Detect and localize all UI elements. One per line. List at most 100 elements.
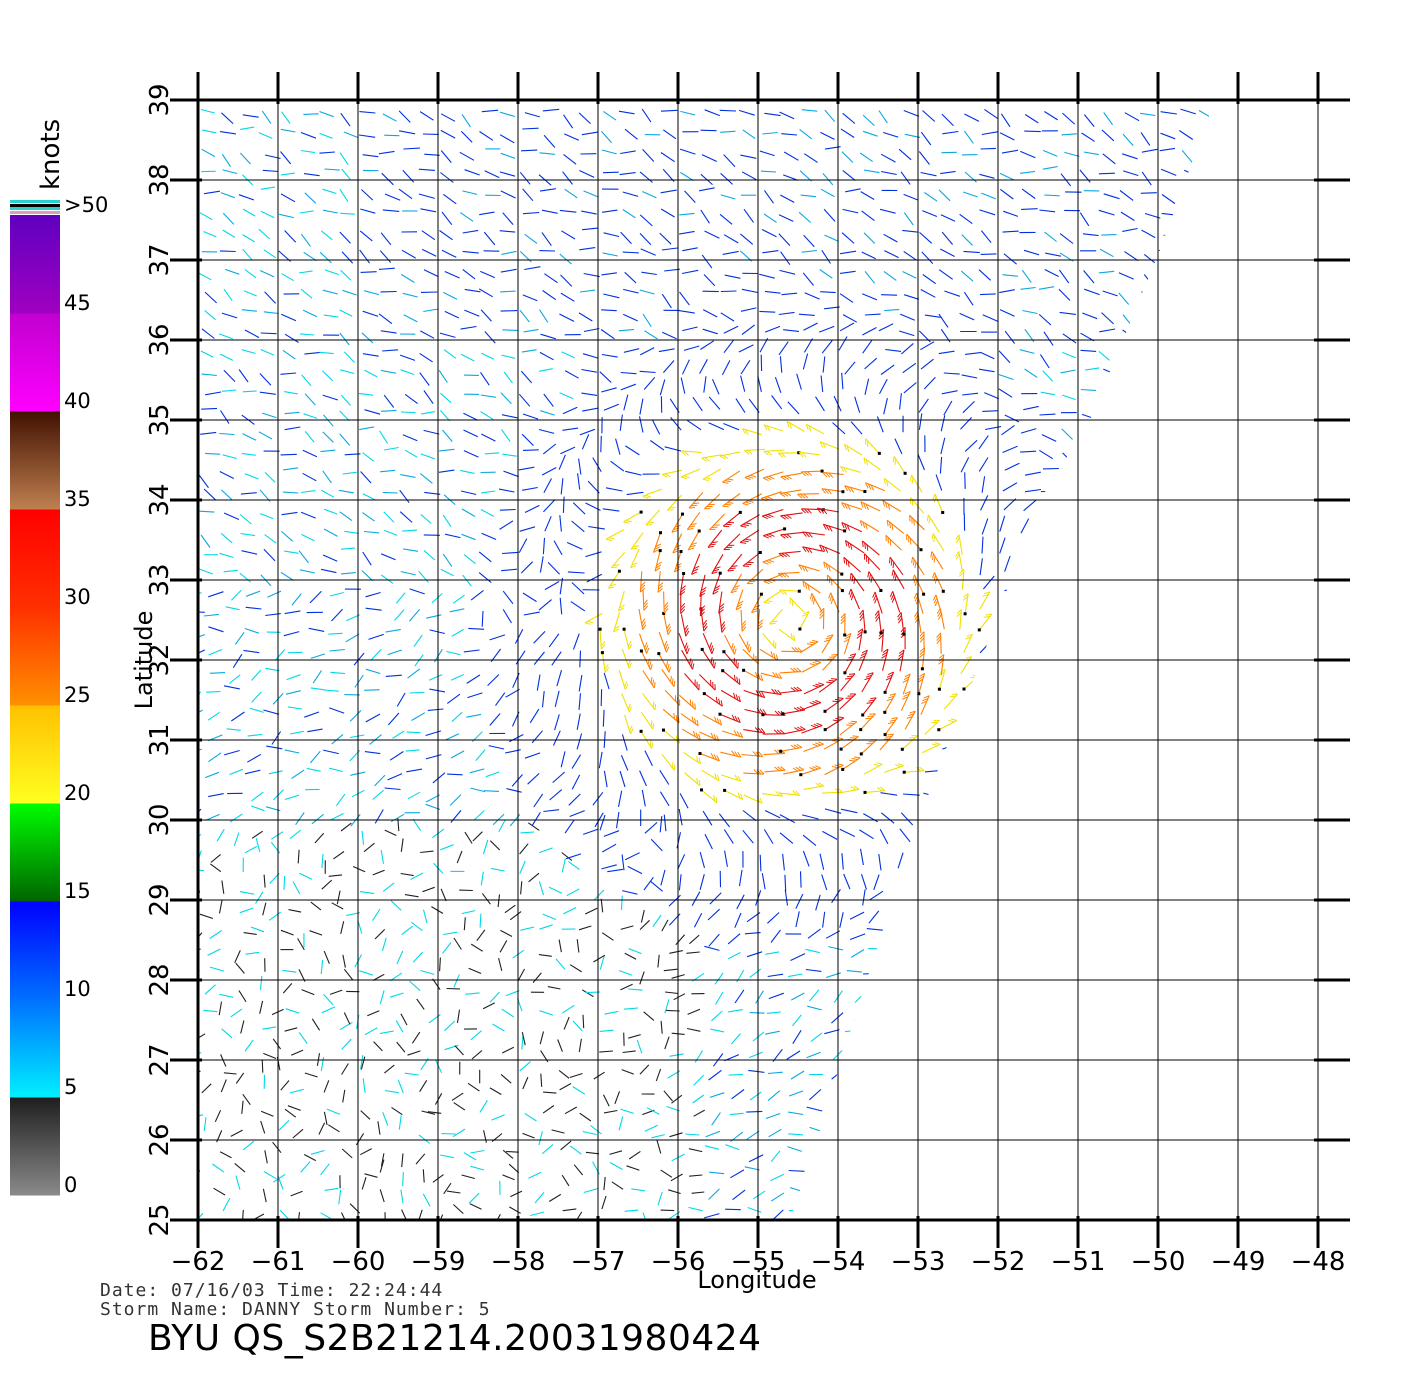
wind-barb (198, 634, 206, 641)
wind-barb (1203, 311, 1215, 324)
wind-barb (1108, 1092, 1124, 1101)
wind-barb (980, 351, 995, 360)
wind-barb (261, 1059, 264, 1073)
y-tick-label: 26 (145, 1123, 175, 1156)
wind-barb (1062, 112, 1076, 125)
wind-barb-feather (860, 501, 864, 508)
wind-barb (1069, 812, 1086, 817)
wind-barb (382, 1112, 389, 1126)
rain-flag (941, 511, 945, 514)
wind-barb-feather (613, 564, 620, 566)
wind-barb-feather (849, 573, 852, 580)
wind-barb (319, 151, 336, 154)
wind-barb-feather (870, 484, 875, 491)
wind-barb (1022, 309, 1038, 315)
wind-barb (450, 810, 462, 823)
wind-barb (704, 1213, 720, 1219)
wind-barb (704, 833, 713, 850)
wind-barb (624, 952, 637, 960)
wind-barb (205, 452, 221, 455)
wind-barb (625, 445, 640, 456)
wind-barb (391, 1106, 403, 1116)
wind-barb (746, 1130, 760, 1140)
wind-barb (1178, 130, 1194, 140)
wind-barb (783, 329, 800, 332)
wind-barb (960, 769, 973, 783)
wind-barb (226, 728, 241, 731)
wind-barb-feather (786, 475, 792, 480)
wind-barb (1224, 631, 1240, 632)
wind-barb (364, 409, 381, 415)
wind-barb-feather (713, 588, 720, 592)
wind-barb (502, 1149, 514, 1159)
wind-barb (899, 828, 911, 843)
wind-barb (924, 1068, 940, 1071)
wind-barb (567, 571, 585, 574)
wind-barb (442, 291, 458, 300)
wind-barb (380, 409, 397, 412)
wind-barb-feather (865, 674, 872, 678)
wind-barb (1127, 1172, 1143, 1178)
wind-barb (460, 469, 475, 474)
wind-barb-feather (734, 751, 739, 757)
wind-barb-feather (847, 486, 852, 492)
wind-barb (659, 791, 670, 807)
wind-barb (907, 1073, 923, 1079)
wind-barb (301, 374, 312, 387)
wind-barb (1164, 408, 1181, 414)
wind-barb (329, 591, 344, 597)
wind-barb (1122, 469, 1137, 477)
rain-flag (658, 549, 662, 553)
wind-barb (761, 229, 777, 238)
wind-barb (502, 590, 514, 605)
wind-barb-feather (828, 472, 834, 478)
wind-barb (1205, 949, 1215, 957)
wind-barb (340, 394, 351, 406)
wind-barb-feather (819, 610, 825, 616)
wind-barb (1042, 166, 1058, 170)
wind-barb (670, 417, 682, 431)
wind-barb (387, 712, 400, 726)
wind-barb (600, 130, 613, 144)
wind-barb-feather (657, 585, 664, 590)
wind-barb (1140, 132, 1151, 146)
wind-barb (1044, 1191, 1061, 1193)
wind-barb (998, 769, 1004, 786)
wind-barb (926, 1050, 942, 1053)
wind-barb (820, 375, 824, 393)
wind-barb (962, 401, 975, 414)
wind-barb-feather (710, 753, 715, 759)
wind-barb-feather (709, 543, 716, 546)
wind-barb (951, 1150, 963, 1162)
wind-barb-feather (844, 635, 851, 640)
wind-barb (284, 426, 301, 431)
wind-barb (565, 853, 582, 860)
wind-barb (1229, 674, 1243, 678)
wind-barb (469, 768, 485, 774)
wind-barb (642, 313, 652, 328)
wind-barb-feather (819, 441, 824, 448)
wind-barb (1185, 586, 1200, 593)
wind-barb (849, 911, 865, 920)
wind-barb (628, 948, 642, 955)
wind-barb (954, 1011, 966, 1023)
wind-barb (534, 1192, 545, 1204)
wind-barb (411, 712, 426, 721)
wind-barb (1122, 133, 1134, 146)
wind-barb (1101, 234, 1117, 236)
wind-barb-feather (885, 736, 892, 738)
wind-barb-feather (691, 571, 698, 575)
wind-barb (704, 1145, 720, 1150)
wind-barb (522, 1132, 535, 1139)
wind-barb (968, 1165, 983, 1172)
wind-barb-feather (783, 475, 790, 481)
wind-barb-feather (735, 694, 739, 701)
wind-barb-feather (902, 679, 909, 683)
wind-barb-feather (807, 584, 810, 591)
wind-barb (380, 1153, 385, 1167)
colorbar-units-label: knots (36, 118, 66, 190)
wind-barb (601, 272, 617, 276)
wind-barb (1108, 790, 1125, 793)
y-tick-label: 28 (145, 963, 175, 996)
wind-barb (640, 248, 656, 256)
